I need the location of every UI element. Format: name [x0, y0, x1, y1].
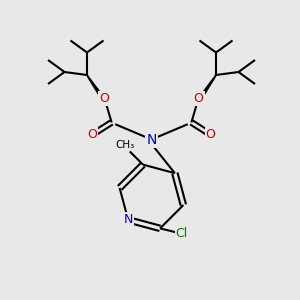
Text: N: N	[124, 213, 133, 226]
Text: O: O	[194, 92, 203, 105]
Text: O: O	[206, 128, 215, 141]
Text: CH₃: CH₃	[115, 140, 135, 149]
Text: Cl: Cl	[176, 227, 188, 240]
Text: N: N	[146, 133, 157, 146]
Text: O: O	[100, 92, 109, 105]
Text: O: O	[88, 128, 97, 141]
